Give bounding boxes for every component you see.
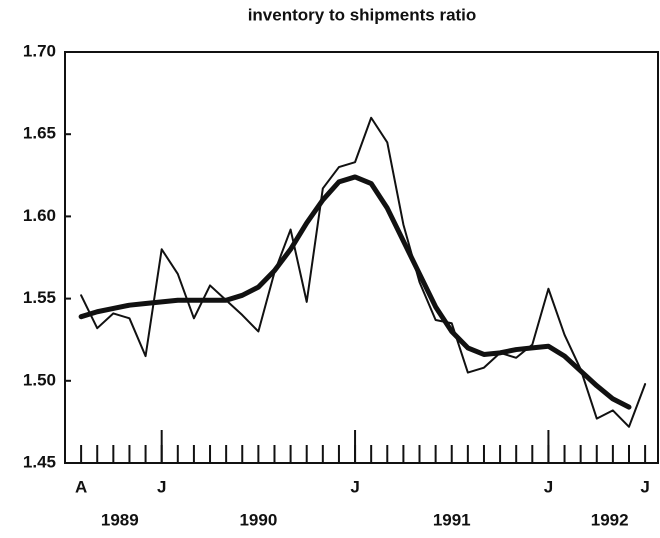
y-tick-label: 1.60 — [23, 206, 56, 225]
year-label: 1989 — [101, 510, 139, 529]
x-tick-label: J — [350, 477, 359, 496]
series-line — [80, 116, 647, 428]
year-label: 1990 — [239, 510, 277, 529]
x-tick-label: A — [75, 477, 87, 496]
x-tick-label: J — [544, 477, 553, 496]
y-tick-label: 1.45 — [23, 452, 56, 471]
series-line — [78, 174, 632, 410]
y-tick-label: 1.70 — [23, 41, 56, 60]
plot-frame — [64, 51, 659, 464]
chart-title: inventory to shipments ratio — [248, 5, 477, 24]
y-tick-label: 1.65 — [23, 124, 56, 143]
x-tick-label: J — [157, 477, 166, 496]
year-label: 1992 — [591, 510, 629, 529]
x-tick-label: J — [640, 477, 649, 496]
year-label: 1991 — [433, 510, 471, 529]
y-tick-label: 1.50 — [23, 370, 56, 389]
y-tick-label: 1.55 — [23, 288, 56, 307]
